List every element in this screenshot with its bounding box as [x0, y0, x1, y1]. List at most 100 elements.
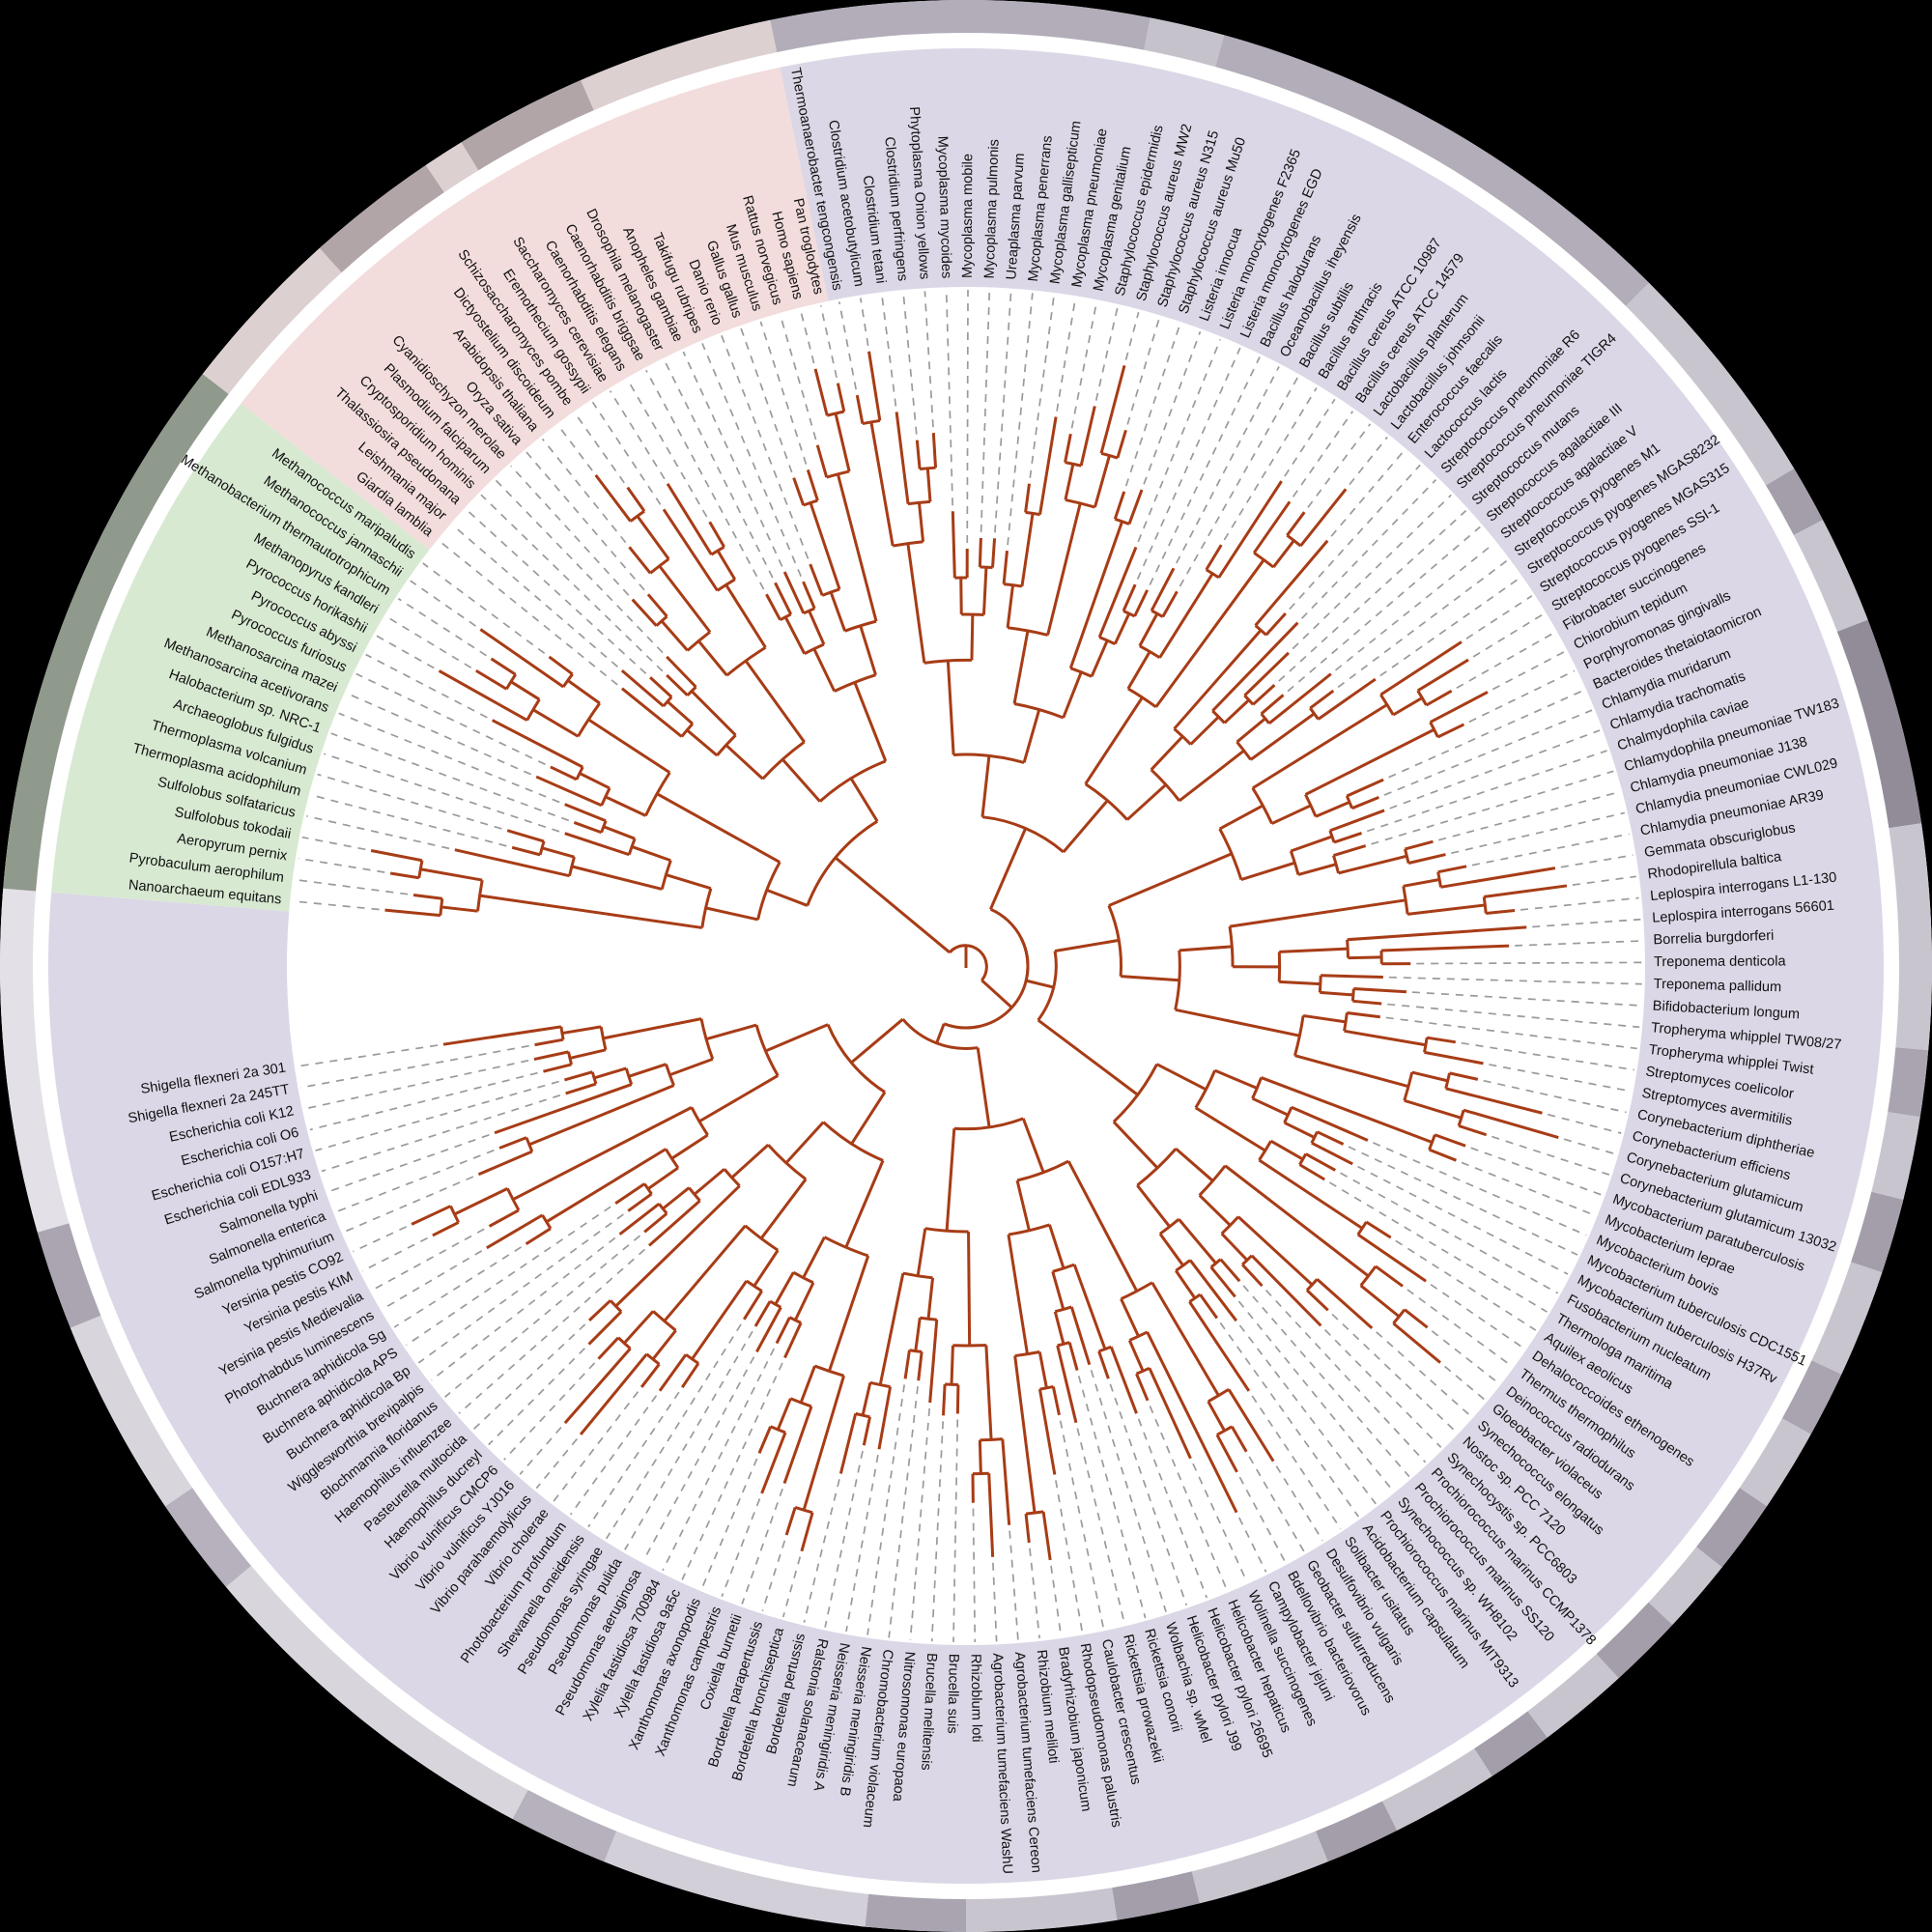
ring-segment-15 — [1648, 1547, 1722, 1625]
leaf-guide — [1238, 1476, 1287, 1563]
root-branch — [980, 979, 1013, 1009]
tree-branch — [475, 668, 508, 691]
taxon-label: Treponema denticola — [1654, 953, 1787, 970]
taxon-label: Mycoplasma pulmonis — [982, 139, 1003, 279]
tree-branch — [1224, 1164, 1370, 1278]
tree-branch — [1175, 1008, 1300, 1037]
tree-branch — [1113, 491, 1126, 520]
tree-branch — [1215, 1434, 1238, 1473]
tree-branch — [946, 660, 955, 755]
tree-branch — [1230, 1426, 1248, 1453]
ring-segment-13 — [1739, 1418, 1811, 1507]
tree-branch — [784, 1507, 797, 1536]
leaf-guide-lines — [293, 290, 1642, 1642]
tree-branch — [760, 1432, 787, 1494]
leaf-guide — [980, 290, 991, 532]
taxon-label: Brucella suis — [944, 1654, 961, 1734]
tree-arc — [1318, 975, 1322, 993]
tree-branch — [1304, 727, 1435, 796]
tree-branch — [802, 581, 816, 610]
tree-branch — [1207, 1401, 1226, 1432]
tree-arc — [981, 815, 1065, 854]
tree-branch — [534, 1037, 564, 1047]
tree-branch — [1112, 1121, 1159, 1170]
tree-branch — [1279, 947, 1349, 953]
tree-branch — [928, 1319, 939, 1404]
tree-branch — [1347, 1011, 1380, 1019]
tree-branch — [1125, 783, 1167, 821]
tree-branch — [744, 660, 806, 743]
leaf-guide — [569, 1395, 658, 1516]
leaf-guide — [761, 1540, 786, 1611]
taxon-label: Brucella melitensis — [918, 1653, 939, 1771]
tree-arc — [599, 1026, 608, 1051]
leaf-guide — [405, 1206, 611, 1347]
leaf-guide — [301, 836, 366, 851]
tree-arc — [1003, 582, 1023, 588]
tree-branch — [525, 1227, 552, 1246]
leaf-guide — [994, 291, 1012, 533]
tree-branch — [1051, 1270, 1065, 1310]
tree-branch — [1037, 1018, 1139, 1096]
tree-branch — [753, 1300, 772, 1327]
tree-branch — [742, 1290, 763, 1321]
tree-branch — [1405, 839, 1434, 851]
tree-arc — [1220, 1215, 1239, 1236]
tree-branch — [1241, 1264, 1264, 1288]
tree-arc — [1332, 855, 1340, 874]
tree-branch — [620, 687, 683, 738]
tree-branch — [665, 873, 712, 891]
tree-branch — [926, 1277, 935, 1320]
tree-branch — [867, 351, 882, 421]
ring-segment-7 — [1889, 823, 1932, 1051]
leaf-guide — [1468, 669, 1576, 724]
tree-branch — [812, 648, 837, 693]
leaf-guide — [1248, 1456, 1305, 1552]
tree-branch — [631, 844, 671, 863]
tree-branch — [1311, 1141, 1353, 1166]
tree-branch — [849, 777, 879, 822]
tree-arc — [754, 1024, 780, 1077]
tree-branch — [861, 1382, 872, 1416]
tree-branch — [587, 718, 671, 775]
tree-branch — [649, 676, 673, 698]
leaf-guide — [1050, 1565, 1063, 1636]
tree-branch — [690, 690, 737, 737]
leaf-guide — [1056, 298, 1076, 412]
tree-branch — [1024, 483, 1031, 513]
leaf-guide — [519, 1427, 562, 1475]
tree-branch — [916, 1228, 927, 1277]
tree-arc — [952, 1343, 986, 1348]
tree-branch — [1316, 1130, 1345, 1146]
tree-branch — [1227, 1388, 1275, 1463]
tree-branch — [1064, 433, 1072, 463]
tree-branch — [976, 1047, 991, 1128]
tree-branch — [668, 1057, 714, 1077]
tree-branch — [646, 593, 668, 618]
tree-branch — [1150, 735, 1184, 771]
tree-branch — [1251, 703, 1388, 790]
leaf-guide — [1438, 790, 1620, 841]
tree-branch — [384, 908, 441, 918]
tree-branch — [1013, 1355, 1037, 1514]
tree-branch — [535, 775, 603, 808]
leaf-guide — [1264, 1289, 1427, 1463]
tree-branch — [705, 906, 758, 922]
tree-branch — [691, 1280, 749, 1360]
ring-segment-12 — [1781, 1360, 1842, 1435]
tree-branch — [1290, 835, 1333, 853]
tree-branch — [680, 1362, 700, 1389]
tree-branch — [799, 1365, 816, 1404]
tree-branch — [647, 1199, 701, 1247]
tree-branch — [389, 871, 420, 880]
tree-branch — [1223, 698, 1250, 724]
tree-branch — [697, 639, 728, 677]
tree-branch — [571, 865, 663, 891]
leaf-guide — [1219, 1321, 1359, 1518]
tree-branch — [1175, 1269, 1197, 1299]
tree-arc — [924, 1227, 969, 1234]
tree-branch — [1404, 1098, 1463, 1120]
tree-branch — [1392, 1321, 1441, 1364]
leaf-guide — [1456, 632, 1555, 689]
